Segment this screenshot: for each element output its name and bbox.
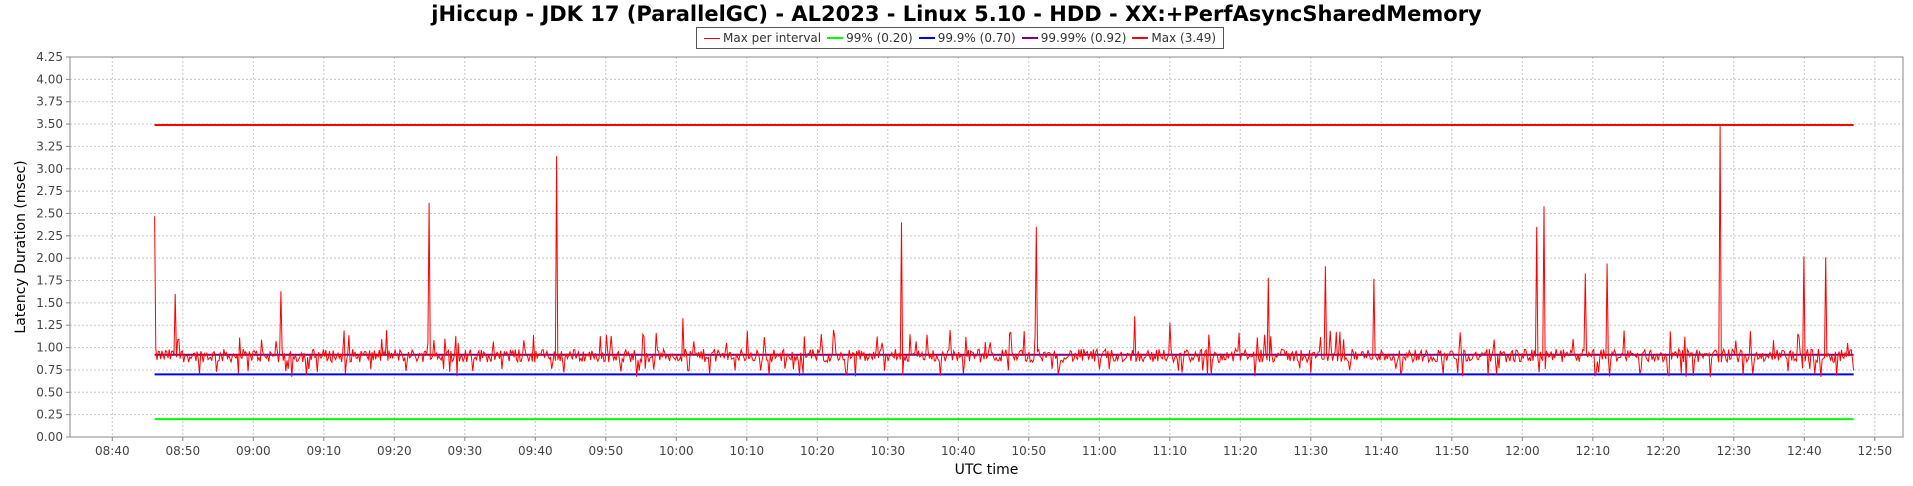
x-tick-label: 10:20 <box>800 444 835 458</box>
legend-label: Max per interval <box>723 31 822 45</box>
y-tick-label: 0.00 <box>36 430 63 444</box>
y-tick-label: 2.50 <box>36 206 63 220</box>
series-line-max-per-interval <box>154 124 1855 378</box>
legend-swatch <box>827 37 844 39</box>
legend-swatch <box>704 37 720 39</box>
x-tick-label: 12:10 <box>1576 444 1611 458</box>
x-tick-label: 08:50 <box>166 444 201 458</box>
x-tick-label: 12:40 <box>1787 444 1822 458</box>
x-tick-label: 10:00 <box>659 444 694 458</box>
x-tick-label: 09:20 <box>377 444 412 458</box>
plot-area <box>69 56 1904 438</box>
x-axis-ticks: 08:40 08:50 09:00 09:10 09:20 09:30 09:40 09:50… <box>95 437 1892 458</box>
x-tick-label: 09:00 <box>236 444 271 458</box>
y-tick-label: 1.75 <box>36 274 63 288</box>
x-axis-label: UTC time <box>955 462 1019 478</box>
x-tick-label: 10:10 <box>730 444 765 458</box>
x-tick-label: 10:50 <box>1012 444 1047 458</box>
x-tick-label: 11:30 <box>1294 444 1329 458</box>
legend-label: 99.9% (0.70) <box>937 31 1016 45</box>
chart-title: jHiccup - JDK 17 (ParallelGC) - AL2023 -… <box>431 2 1482 26</box>
x-tick-label: 09:30 <box>448 444 483 458</box>
x-tick-label: 11:20 <box>1223 444 1258 458</box>
y-axis-ticks: 0.00 0.25 0.50 0.75 1.00 1.25 1.50 1.75 2.00 2.25… <box>36 50 70 444</box>
x-tick-label: 11:00 <box>1082 444 1117 458</box>
grid-lines <box>70 56 1903 438</box>
legend-label: Max (3.49) <box>1151 31 1217 45</box>
x-tick-label: 11:50 <box>1435 444 1470 458</box>
x-tick-label: 09:50 <box>589 444 624 458</box>
x-tick-label: 12:30 <box>1717 444 1752 458</box>
y-tick-label: 2.25 <box>36 229 63 243</box>
y-tick-label: 0.75 <box>36 363 63 377</box>
legend-swatch <box>1021 37 1038 39</box>
x-tick-label: 10:40 <box>941 444 976 458</box>
series-layer <box>154 123 1855 421</box>
x-tick-label: 11:10 <box>1153 444 1188 458</box>
y-tick-label: 3.00 <box>36 162 63 176</box>
y-tick-label: 0.25 <box>36 408 63 422</box>
legend-item: Max (3.49) <box>1132 31 1216 45</box>
y-tick-label: 2.00 <box>36 251 63 265</box>
x-tick-label: 08:40 <box>95 444 130 458</box>
x-tick-label: 10:30 <box>871 444 906 458</box>
legend-item: Max per interval <box>704 31 821 45</box>
x-tick-label: 12:00 <box>1505 444 1540 458</box>
legend-label: 99.99% (0.92) <box>1040 31 1127 45</box>
x-tick-label: 09:40 <box>518 444 553 458</box>
legend-swatch <box>918 37 935 39</box>
x-tick-label: 11:40 <box>1364 444 1399 458</box>
legend-swatch <box>1132 37 1149 39</box>
legend-item: 99.99% (0.92) <box>1021 31 1127 45</box>
y-tick-label: 1.00 <box>36 341 63 355</box>
legend-item: 99% (0.20) <box>827 31 913 45</box>
x-tick-label: 12:50 <box>1858 444 1893 458</box>
x-tick-label: 09:10 <box>307 444 342 458</box>
chart-legend: Max per interval 99% (0.20) 99.9% (0.70) 99… <box>696 27 1225 49</box>
y-axis-label: Latency Duration (msec) <box>13 160 29 333</box>
y-tick-label: 3.50 <box>36 117 63 131</box>
legend-label: 99% (0.20) <box>846 31 913 45</box>
legend-item: 99.9% (0.70) <box>918 31 1016 45</box>
x-tick-label: 12:20 <box>1646 444 1681 458</box>
y-tick-label: 0.50 <box>36 385 63 399</box>
y-tick-label: 1.50 <box>36 296 63 310</box>
y-tick-label: 1.25 <box>36 318 63 332</box>
y-tick-label: 4.25 <box>36 50 63 64</box>
y-tick-label: 3.25 <box>36 139 63 153</box>
y-tick-label: 2.75 <box>36 184 63 198</box>
y-tick-label: 4.00 <box>36 72 63 86</box>
y-tick-label: 3.75 <box>36 95 63 109</box>
